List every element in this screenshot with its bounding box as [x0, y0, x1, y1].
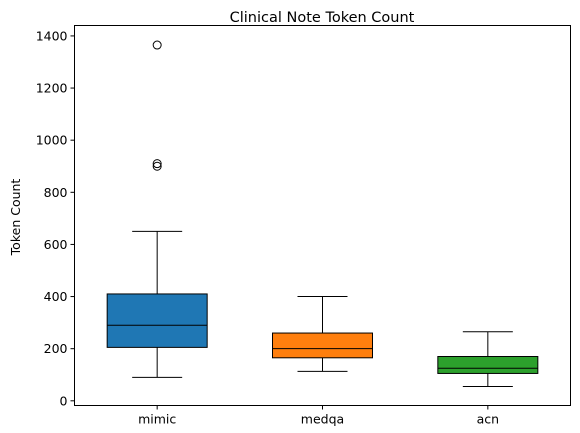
y-tick-label: 200: [44, 341, 68, 356]
y-tick-label: 1400: [36, 28, 68, 43]
x-tick-label: medqa: [301, 412, 344, 427]
box-medqa: [272, 296, 373, 372]
box-acn: [437, 331, 539, 387]
y-tick-label: 800: [44, 185, 68, 200]
outlier-point: [152, 159, 162, 169]
y-tick-label: 600: [44, 237, 68, 252]
y-tick-label: 1000: [36, 133, 68, 148]
chart-title: Clinical Note Token Count: [230, 10, 415, 26]
x-tick-label: acn: [477, 412, 499, 427]
axis-ticks: 0 200 400 600 800 1000 1200 1400 mimic medqa acn: [36, 28, 499, 426]
y-tick-label: 1200: [36, 81, 68, 96]
x-tick-label: mimic: [138, 412, 176, 427]
box-mimic: [106, 40, 208, 378]
y-axis-label: Token Count: [8, 179, 23, 257]
iqr-box: [106, 293, 208, 348]
y-tick-label: 0: [60, 393, 68, 408]
boxes: [106, 40, 539, 387]
iqr-box: [272, 332, 373, 359]
y-tick-label: 400: [44, 289, 68, 304]
outlier-point: [152, 161, 162, 171]
outlier-point: [152, 40, 162, 50]
iqr-box: [437, 356, 539, 374]
